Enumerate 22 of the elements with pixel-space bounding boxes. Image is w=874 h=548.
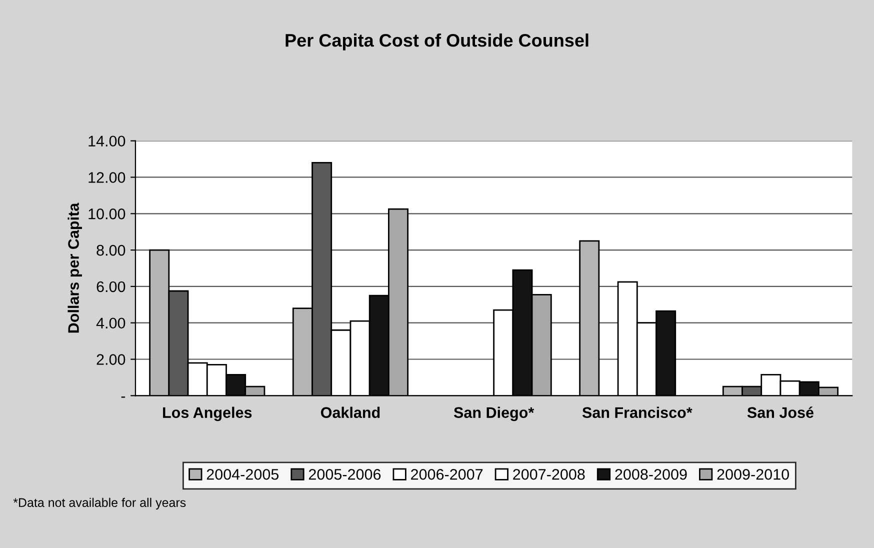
text: *Data not available for all years (13, 498, 186, 510)
x-tick-label: San Francisco* (582, 406, 692, 418)
x-tick-label: Los Angeles (163, 406, 252, 422)
chart-title: Per Capita Cost of Outside Counsel (286, 33, 588, 50)
y-tick-label: - (121, 396, 126, 398)
y-tick-label: 10.00 (88, 208, 126, 220)
y-tick-label: 12.00 (88, 172, 126, 183)
y-tick-label: 4.00 (96, 318, 126, 329)
y-tick-label: 2.00 (96, 354, 126, 365)
y-axis-title: Dollars per Capita (68, 202, 82, 333)
x-tick-label: San Diego* (454, 406, 534, 422)
legend-label: 2004-2005 (206, 468, 279, 480)
legend-label: 2008-2009 (615, 468, 687, 480)
y-tick-label: 14.00 (88, 136, 126, 147)
legend-label: 2007-2008 (513, 468, 585, 480)
y-tick-label: 6.00 (96, 281, 126, 292)
x-tick-label: San José (747, 406, 814, 418)
legend-label: 2006-2007 (411, 468, 483, 480)
legend-label: 2005-2006 (308, 468, 381, 480)
y-tick-label: 8.00 (96, 244, 126, 256)
legend-label: 2009-2010 (717, 468, 789, 480)
x-tick-label: Oakland (320, 406, 380, 418)
